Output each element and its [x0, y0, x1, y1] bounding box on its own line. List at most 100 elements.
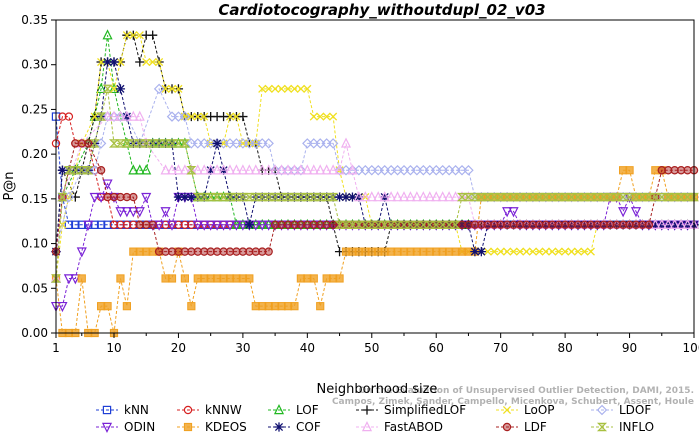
data-point: [456, 192, 468, 202]
data-point: [244, 220, 254, 230]
data-point: [373, 191, 384, 202]
data-point: [238, 247, 248, 256]
data-point: [258, 84, 267, 93]
data-point: [122, 192, 132, 202]
data-point: [167, 274, 177, 283]
data-point: [366, 191, 377, 202]
data-point: [238, 111, 248, 122]
data-point: [148, 30, 158, 40]
legend-label: LDOF: [619, 403, 651, 417]
data-point: [77, 139, 86, 148]
data-point: [122, 220, 132, 229]
series-line-LOF: [55, 35, 694, 279]
data-point: [535, 220, 544, 229]
y-tick-label: 0.10: [21, 237, 48, 251]
data-point: [142, 57, 151, 67]
data-point: [225, 247, 235, 256]
data-point: [224, 164, 236, 175]
data-point: [57, 192, 68, 202]
data-point: [290, 84, 299, 93]
data-point: [515, 220, 525, 229]
data-point: [625, 166, 634, 175]
data-point: [656, 218, 667, 229]
data-point: [180, 247, 190, 256]
data-point: [109, 84, 119, 93]
data-point: [618, 207, 629, 218]
data-point: [283, 84, 293, 93]
data-point: [102, 110, 113, 121]
data-point: [392, 191, 403, 202]
data-point: [560, 192, 571, 202]
data-point: [411, 220, 422, 229]
data-point: [155, 57, 164, 67]
legend-marker: [502, 422, 512, 432]
data-point: [179, 139, 190, 148]
data-point: [167, 84, 177, 93]
data-point: [109, 57, 119, 67]
data-point: [174, 247, 183, 256]
data-point: [316, 112, 325, 121]
data-point: [379, 220, 390, 229]
data-point: [528, 220, 538, 229]
data-point: [224, 192, 236, 202]
legend-label: INFLO: [619, 420, 654, 434]
legend-label: SimplifiedLOF: [384, 403, 466, 417]
data-point: [200, 247, 209, 256]
chart-title: Cardiotocography_withoutdupl_02_v03: [218, 1, 545, 19]
data-point: [154, 139, 165, 148]
data-point: [57, 301, 68, 313]
data-point: [212, 164, 223, 175]
data-point: [309, 274, 318, 283]
data-point: [206, 165, 216, 175]
data-point: [309, 220, 318, 229]
data-point: [540, 192, 551, 202]
data-point: [496, 220, 505, 229]
data-point: [115, 84, 126, 94]
data-point: [444, 220, 455, 229]
data-point: [205, 192, 216, 202]
data-point: [186, 166, 197, 175]
data-point: [250, 192, 261, 202]
data-point: [108, 139, 120, 148]
data-point: [96, 220, 106, 229]
data-point: [669, 218, 680, 229]
data-point: [329, 112, 338, 121]
data-point: [483, 220, 492, 229]
legend-label: kNN: [124, 403, 149, 417]
data-point: [224, 220, 236, 231]
data-point: [625, 220, 634, 229]
data-point: [237, 164, 248, 175]
legend-item-kNN: kNN: [96, 403, 149, 417]
data-point: [161, 247, 170, 256]
legend-label: KDEOS: [205, 420, 247, 434]
data-point: [58, 112, 67, 121]
data-point: [302, 192, 313, 202]
data-point: [580, 220, 589, 229]
data-point: [302, 164, 313, 175]
data-point: [599, 220, 608, 229]
data-point: [554, 247, 563, 256]
data-point: [231, 220, 242, 231]
data-point: [580, 247, 589, 256]
data-point: [567, 247, 576, 256]
series-line-LoOP: [55, 34, 694, 279]
data-point: [554, 220, 563, 229]
data-point: [205, 164, 216, 175]
data-point: [618, 192, 629, 202]
data-point: [398, 220, 410, 229]
plot-frame: [55, 19, 695, 334]
data-point: [271, 84, 280, 93]
data-point: [535, 247, 544, 256]
data-point: [534, 192, 545, 202]
data-point: [153, 83, 165, 95]
y-tick-label: 0.05: [21, 281, 48, 295]
data-point: [431, 191, 442, 202]
data-point: [103, 302, 112, 311]
data-point: [366, 220, 377, 229]
data-point: [154, 247, 164, 256]
data-point: [128, 164, 139, 175]
data-point: [340, 137, 352, 148]
data-point: [103, 192, 112, 202]
x-tick-label: 80: [557, 341, 572, 355]
